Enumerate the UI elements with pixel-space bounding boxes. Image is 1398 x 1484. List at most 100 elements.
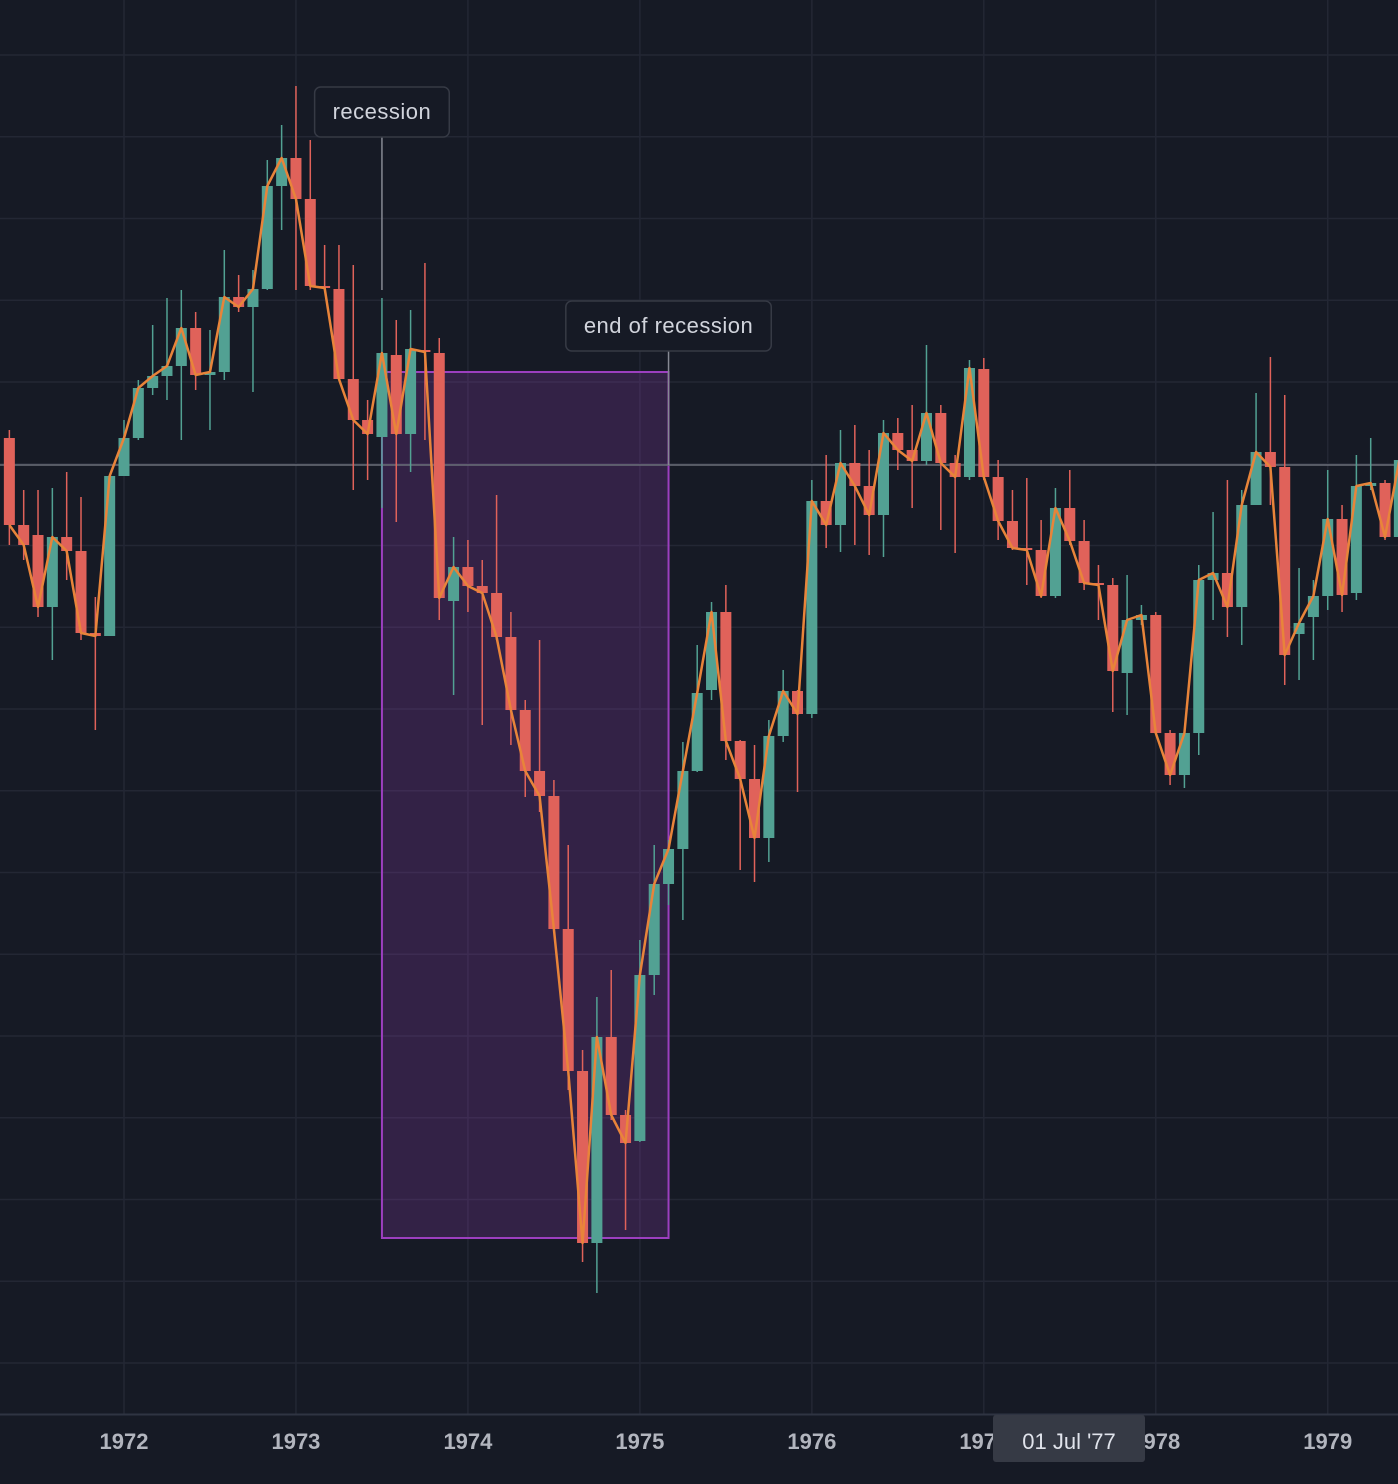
- candle-body: [1150, 615, 1162, 733]
- candle-body: [1293, 623, 1305, 634]
- candle-body: [1264, 452, 1276, 467]
- candle-body: [147, 376, 159, 388]
- candle-body: [1236, 505, 1248, 607]
- x-axis: 1972 1973 1974 1975 1976 1977 1978 1979: [100, 1429, 1353, 1454]
- candle-body: [935, 413, 947, 463]
- candle-body: [634, 975, 646, 1141]
- candle-body: [505, 637, 517, 710]
- crosshair-label-box: [993, 1415, 1145, 1462]
- candle-body: [720, 612, 732, 741]
- candle-body: [749, 779, 761, 838]
- candle-body: [433, 353, 445, 598]
- candle-body: [161, 366, 173, 376]
- candle-body: [591, 1037, 603, 1243]
- candle-body: [3, 438, 15, 525]
- candle-body: [648, 884, 660, 975]
- candle-body: [204, 372, 216, 375]
- candle-body: [763, 736, 775, 838]
- grid: [0, 0, 1398, 1414]
- candle-body: [75, 551, 87, 633]
- candle-body: [61, 537, 73, 551]
- candle-body: [18, 525, 30, 545]
- candle-body: [605, 1037, 617, 1115]
- candle-body: [290, 158, 302, 199]
- candle-body: [448, 567, 460, 601]
- candle-body: [1064, 508, 1076, 541]
- candle-body: [777, 691, 789, 736]
- candle-body: [104, 476, 116, 636]
- candle-body: [820, 501, 832, 525]
- candle-body: [806, 501, 818, 714]
- candle-body: [920, 413, 932, 461]
- candle-body: [1078, 541, 1090, 583]
- candle-body: [132, 388, 144, 438]
- candle-body: [347, 379, 359, 420]
- candle-body: [1207, 573, 1219, 580]
- plot: [3, 86, 1398, 1293]
- candle-body: [835, 463, 846, 525]
- x-tick-label: 1976: [787, 1429, 836, 1454]
- candle-body: [46, 537, 58, 607]
- candle-body: [1379, 483, 1391, 537]
- candle-body: [1336, 519, 1348, 595]
- candle-body: [261, 186, 273, 289]
- candle-body: [1307, 596, 1319, 617]
- x-tick-label: 1974: [443, 1429, 493, 1454]
- candle-body: [562, 929, 574, 1071]
- candle-body: [1393, 460, 1398, 537]
- candle-body: [190, 328, 202, 375]
- candle-body: [849, 463, 861, 486]
- shaded-range: [380, 371, 670, 1239]
- candle-body: [333, 289, 345, 379]
- candle-body: [1221, 573, 1233, 607]
- x-tick-label: 1972: [100, 1429, 149, 1454]
- candle-body: [1193, 580, 1205, 733]
- candle-body: [963, 368, 975, 477]
- candle-body: [218, 297, 230, 372]
- candle-body: [233, 297, 245, 307]
- annotation: end of recession: [565, 300, 773, 352]
- annotation-text: recession: [333, 99, 432, 124]
- annotation-text: end of recession: [584, 313, 753, 338]
- candle-body: [118, 438, 130, 476]
- candle-body: [1107, 585, 1119, 671]
- candle-body: [390, 355, 402, 434]
- candle-body: [706, 612, 718, 690]
- crosshair-label: 01 Jul '77: [1022, 1429, 1116, 1454]
- candle-body: [992, 477, 1004, 521]
- candle-body: [1178, 733, 1190, 775]
- candle-body: [734, 741, 746, 779]
- candle-body: [548, 796, 560, 929]
- candle-body: [978, 369, 990, 477]
- candle-body: [1121, 620, 1133, 673]
- annotation: recession: [313, 86, 451, 138]
- overlay: recession end of recession 01 Jul '77: [313, 86, 1145, 1462]
- candle-body: [304, 199, 316, 286]
- x-tick-label: 1973: [271, 1429, 320, 1454]
- candle-body: [663, 849, 675, 884]
- candle-body: [462, 567, 474, 586]
- candle-body: [1350, 486, 1362, 593]
- candle-body: [1322, 519, 1334, 596]
- candle-body: [1164, 733, 1176, 775]
- candle-body: [175, 328, 187, 366]
- x-tick-label: 1979: [1303, 1429, 1352, 1454]
- annotation-box: [313, 86, 451, 138]
- candle-body: [691, 693, 703, 771]
- candle-body: [877, 433, 889, 515]
- candle-body: [577, 1071, 589, 1243]
- x-tick-label: 1975: [615, 1429, 664, 1454]
- candle-body: [376, 353, 388, 437]
- candle-body: [1006, 521, 1018, 548]
- candle-body: [1049, 508, 1061, 596]
- candle-body: [491, 593, 503, 637]
- candle-body: [32, 535, 44, 607]
- candle-body: [863, 486, 875, 515]
- candle-body: [476, 586, 488, 593]
- candle-body: [1035, 550, 1047, 596]
- candle-body: [906, 450, 918, 461]
- close-line: [8, 156, 1398, 1245]
- annotation-box: [565, 300, 773, 352]
